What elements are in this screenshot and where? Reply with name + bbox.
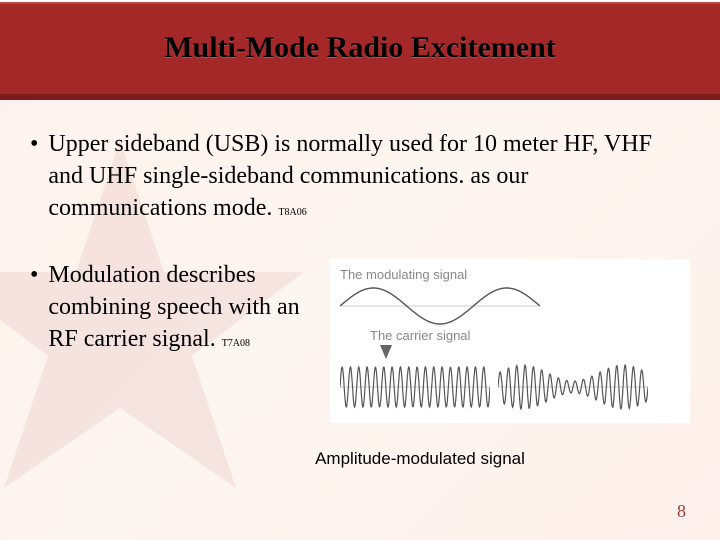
modulating-wave [340,284,540,328]
am-wave [498,361,648,413]
bullet-1: • Upper sideband (USB) is normally used … [30,128,690,229]
slide-content: • Upper sideband (USB) is normally used … [0,100,720,479]
label-carrier: The carrier signal [370,328,680,343]
slide-title: Multi-Mode Radio Excitement [164,31,556,65]
bullet-1-text: Upper sideband (USB) is normally used fo… [48,128,690,229]
carrier-am-row [340,361,680,413]
bullet-2-text: Modulation describes combining speech wi… [48,259,310,360]
arrow-down-icon [380,345,392,359]
bullet-dot: • [30,128,38,229]
diagram-caption: Amplitude-modulated signal [150,449,690,469]
bullet-2: • Modulation describes combining speech … [30,259,310,360]
row-2: • Modulation describes combining speech … [30,259,690,423]
bullet-dot: • [30,259,38,360]
bullet-2-ref: T7A08 [222,338,250,349]
carrier-wave [340,362,490,412]
modulation-diagram: The modulating signal The carrier signal [330,259,690,423]
bullet-1-ref: T8A06 [278,207,306,218]
label-modulating: The modulating signal [340,267,680,282]
page-number: 8 [677,501,686,522]
title-bar: Multi-Mode Radio Excitement [0,0,720,100]
